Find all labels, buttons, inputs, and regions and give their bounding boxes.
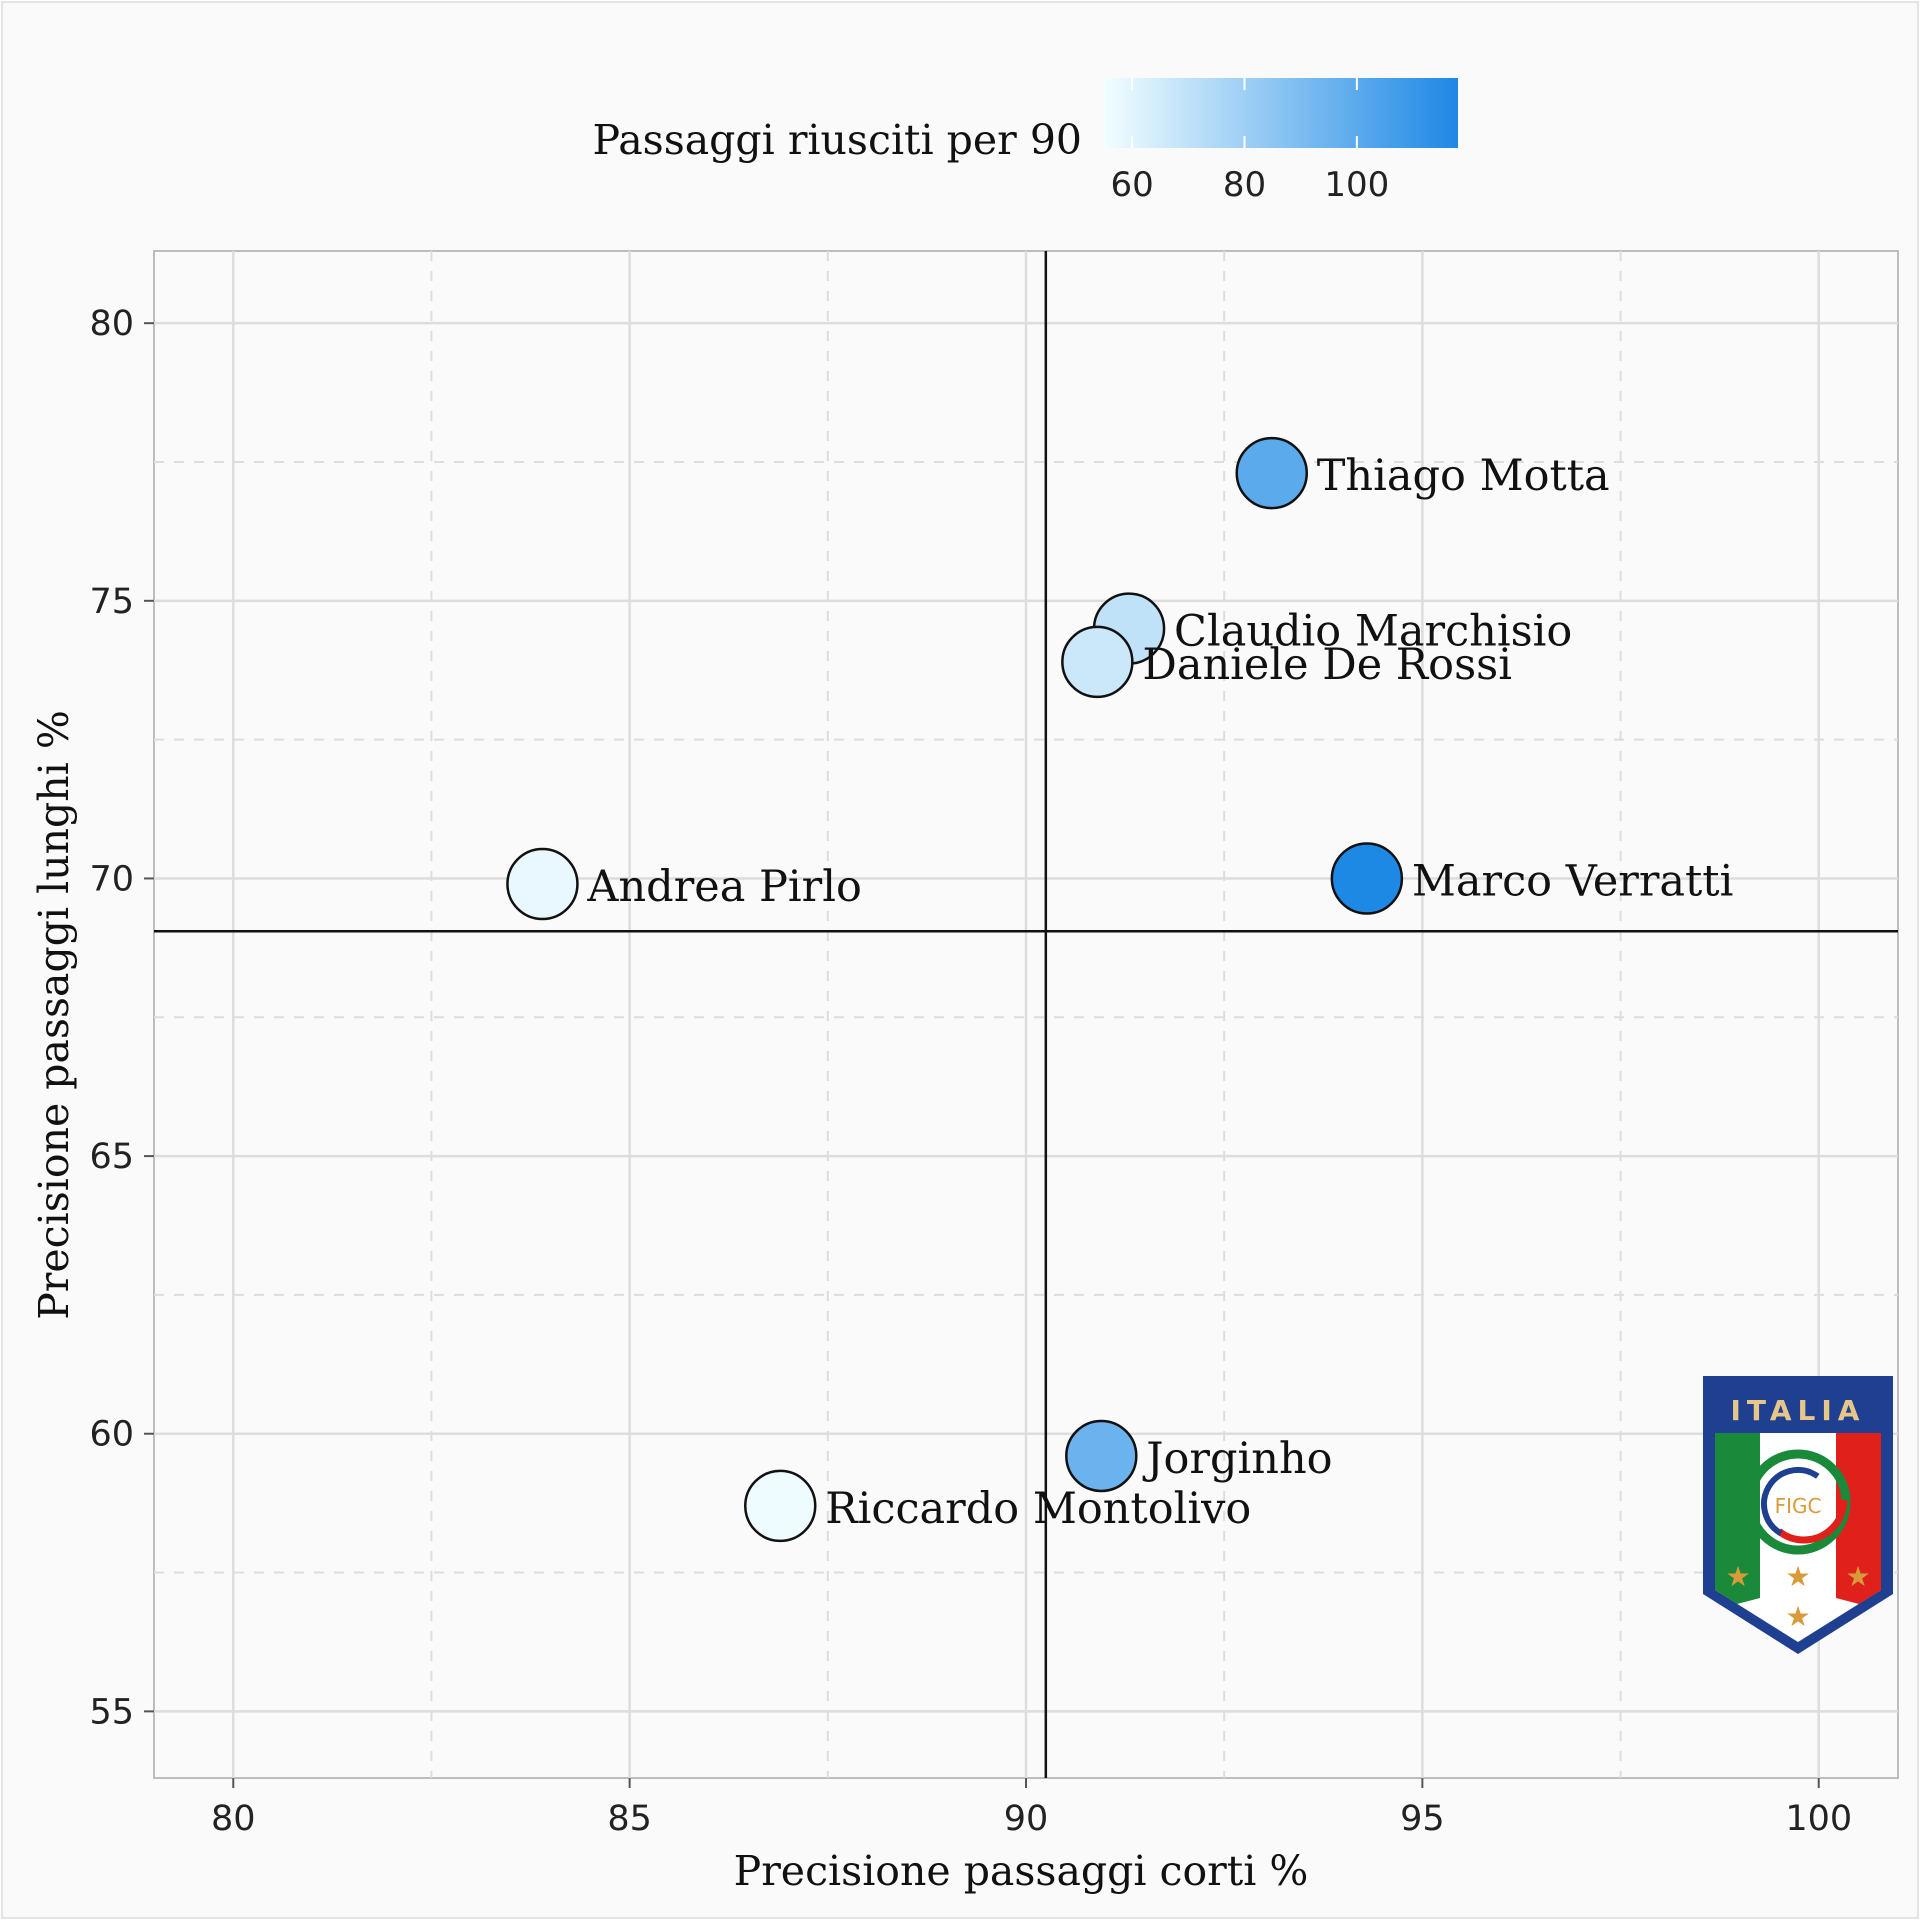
legend-colorbar: [1104, 78, 1458, 148]
legend-ticks: 60 80 100: [1110, 78, 1389, 205]
player-point: Riccardo Montolivo: [744, 1469, 1251, 1543]
player-point: Andrea Pirlo: [506, 847, 862, 921]
badge-ring-blue: [1761, 1467, 1835, 1541]
point-marker: [1235, 436, 1308, 510]
point-marker: [1330, 842, 1404, 915]
italia-logo: ITALIA FIGC ★ ★ ★ ★: [1703, 1376, 1893, 1654]
legend-title: Passaggi riusciti per 90: [592, 116, 1082, 164]
point-label: Thiago Motta: [1317, 451, 1610, 501]
x-tick-label: 80: [211, 1799, 256, 1839]
x-axis-ticks: 80 85 90 95 100: [211, 1778, 1852, 1839]
legend-tick-label: 80: [1223, 165, 1266, 205]
y-tick-label: 55: [89, 1692, 134, 1732]
star-icon: ★: [1845, 1560, 1870, 1593]
point-marker: [744, 1469, 817, 1543]
y-tick-label: 65: [89, 1137, 134, 1177]
player-point: Jorginho: [1065, 1419, 1333, 1493]
point-marker: [1061, 625, 1134, 699]
y-axis-title: Precisione passaggi lunghi %: [30, 710, 78, 1320]
star-icon: ★: [1725, 1560, 1750, 1593]
shield-red-band: [1836, 1433, 1881, 1604]
color-legend: Passaggi riusciti per 90 60 80 100: [592, 78, 1458, 205]
player-point: Thiago Motta: [1235, 436, 1610, 510]
star-icon: ★: [1785, 1600, 1810, 1633]
x-tick-label: 90: [1004, 1799, 1049, 1839]
legend-tick-label: 100: [1324, 165, 1389, 205]
player-point: Marco Verratti: [1330, 842, 1733, 915]
shield-green-band: [1715, 1433, 1760, 1604]
x-tick-label: 100: [1785, 1799, 1852, 1839]
logo-text: ITALIA: [1731, 1394, 1866, 1427]
x-tick-label: 95: [1400, 1799, 1445, 1839]
y-tick-label: 80: [89, 304, 134, 344]
player-point: Daniele De Rossi: [1061, 625, 1512, 699]
star-icon: ★: [1785, 1560, 1810, 1593]
x-tick-label: 85: [607, 1799, 652, 1839]
point-label: Riccardo Montolivo: [825, 1484, 1251, 1534]
y-tick-label: 70: [89, 859, 134, 899]
point-label: Daniele De Rossi: [1142, 640, 1512, 690]
y-tick-label: 60: [89, 1415, 134, 1455]
legend-tick-label: 60: [1110, 165, 1153, 205]
badge-text: FIGC: [1775, 1494, 1822, 1518]
point-label: Andrea Pirlo: [586, 862, 861, 912]
reference-lines: [154, 251, 1898, 1778]
shield-blue-band: [1763, 1433, 1833, 1628]
badge-ring-red: [1760, 1456, 1848, 1544]
x-axis-title: Precisione passaggi corti %: [734, 1847, 1309, 1895]
y-tick-label: 75: [89, 582, 134, 622]
point-label: Jorginho: [1142, 1434, 1332, 1484]
point-marker: [506, 847, 579, 921]
player-point: Claudio Marchisio: [1092, 592, 1572, 665]
point-label: Marco Verratti: [1412, 856, 1733, 906]
point-marker: [1065, 1419, 1138, 1493]
point-label: Claudio Marchisio: [1174, 607, 1572, 657]
grid-lines: [154, 251, 1898, 1778]
y-axis-ticks: 55 60 65 70 75 80: [89, 304, 154, 1732]
